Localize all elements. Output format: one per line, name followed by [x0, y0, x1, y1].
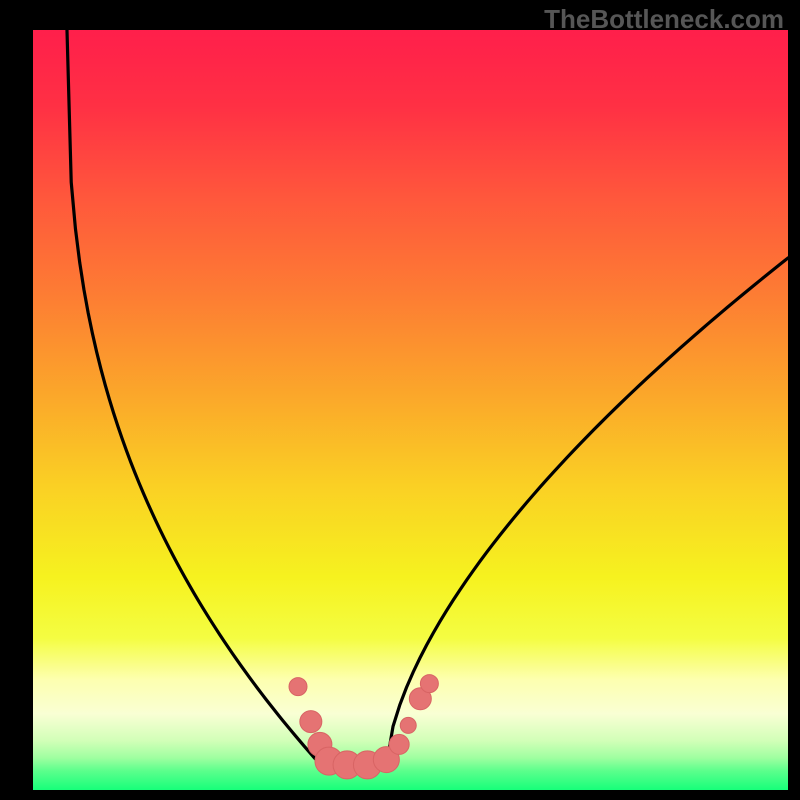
- plot-area: [33, 30, 788, 790]
- data-marker: [300, 711, 322, 733]
- plot-svg: [33, 30, 788, 790]
- data-marker: [389, 734, 409, 754]
- data-marker: [420, 675, 438, 693]
- data-marker: [400, 717, 416, 733]
- data-marker: [289, 678, 307, 696]
- watermark-label: TheBottleneck.com: [544, 4, 784, 35]
- chart-frame: TheBottleneck.com: [0, 0, 800, 800]
